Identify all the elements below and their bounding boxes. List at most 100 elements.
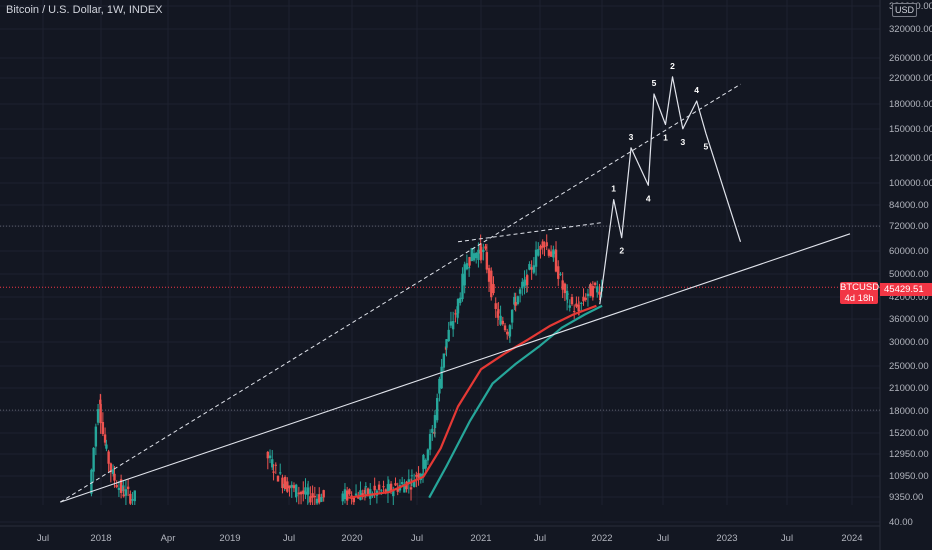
candle-body	[539, 245, 542, 250]
y-tick-label: 180000.00	[889, 99, 932, 110]
candle-body	[377, 484, 381, 490]
candle-body	[543, 245, 546, 247]
candle-body	[465, 263, 469, 270]
candle-body	[435, 398, 439, 421]
candle-body	[570, 297, 574, 305]
candle-body	[266, 451, 270, 459]
candle-body	[526, 275, 529, 286]
y-tick-label: 72000.00	[889, 221, 929, 232]
candle-body	[111, 469, 115, 474]
wave-label: 3	[680, 137, 685, 147]
candle-body	[549, 251, 553, 257]
candle-body	[492, 284, 495, 294]
candle-body	[532, 265, 536, 273]
candle-body	[438, 378, 441, 394]
y-tick-label: 100000.00	[889, 178, 932, 189]
wave-label: 1	[663, 132, 668, 142]
candle-body	[309, 496, 312, 503]
y-tick-label: 40.00	[889, 517, 913, 528]
candle-body	[103, 434, 107, 443]
candle-body	[101, 422, 105, 435]
x-tick-label: Jul	[411, 533, 423, 544]
candle-body	[487, 268, 491, 282]
candle-body	[384, 489, 387, 493]
x-tick-label: 2023	[716, 533, 737, 544]
wave-label: 2	[619, 246, 624, 256]
candle-body	[364, 486, 367, 488]
candle-body	[318, 494, 321, 503]
candle-body	[410, 475, 414, 477]
candle-body	[113, 473, 116, 481]
candle-body	[508, 325, 512, 337]
candle-body	[506, 331, 509, 335]
candle-body	[440, 366, 443, 389]
candle-body	[92, 447, 95, 472]
candle-body	[320, 496, 323, 502]
candle-body	[537, 249, 540, 256]
candle-body	[348, 489, 351, 495]
candle-body	[573, 311, 576, 313]
candle-body	[582, 296, 585, 302]
candle-body	[461, 273, 464, 300]
candle-body	[530, 267, 533, 270]
y-tick-label: 120000.00	[889, 153, 932, 164]
candle-body	[313, 495, 317, 498]
candle-body	[94, 426, 98, 447]
candle-body	[559, 273, 562, 275]
support-trend-line	[60, 233, 851, 503]
candle-body	[566, 293, 569, 295]
candle-body	[290, 484, 293, 488]
upper-channel-line	[60, 83, 741, 503]
x-tick-label: Jul	[657, 533, 669, 544]
y-tick-label: 18000.00	[889, 406, 929, 417]
currency-badge[interactable]: USD	[892, 3, 918, 17]
candle-body	[281, 477, 284, 489]
candle-body	[598, 291, 601, 295]
wave-label: 4	[694, 85, 699, 95]
candle-body	[479, 247, 483, 260]
y-tick-label: 25000.00	[889, 361, 929, 372]
candle-body	[545, 242, 548, 247]
x-tick-label: 2019	[219, 533, 240, 544]
candle-body	[302, 490, 305, 494]
candle-body	[499, 315, 502, 325]
candle-body	[577, 309, 581, 313]
candle-body	[501, 320, 505, 325]
y-tick-label: 21000.00	[889, 383, 929, 394]
candle-body	[514, 302, 517, 306]
candle-body	[403, 483, 406, 493]
resistance-line	[457, 222, 603, 243]
candle-body	[341, 493, 344, 502]
candle-body	[547, 249, 551, 256]
candle-body	[99, 403, 102, 424]
candle-body	[552, 249, 555, 258]
candle-body	[131, 499, 134, 501]
candle-body	[315, 498, 319, 504]
x-tick-label: Apr	[161, 533, 176, 544]
candle-body	[274, 464, 277, 466]
candle-body	[96, 409, 100, 423]
candle-body	[421, 473, 425, 478]
candle-body	[557, 266, 560, 279]
candle-body	[422, 454, 425, 470]
candle-body	[117, 487, 121, 491]
y-tick-label: 30000.00	[889, 337, 929, 348]
x-tick-label: Jul	[37, 533, 49, 544]
chart-title: Bitcoin / U.S. Dollar, 1W, INDEX	[6, 4, 163, 16]
wave-label: 5	[704, 141, 709, 151]
candle-body	[288, 485, 291, 489]
candle-body	[279, 472, 282, 474]
wave-label: 2	[670, 61, 675, 71]
candle-body	[124, 489, 128, 496]
last-price-tag: 45429.51	[880, 283, 932, 296]
candle-body	[456, 299, 460, 314]
y-tick-label: 15200.00	[889, 428, 929, 439]
candle-body	[589, 283, 592, 296]
candle-body	[382, 486, 385, 488]
candle-body	[516, 296, 520, 305]
candle-body	[389, 483, 393, 492]
candle-body	[490, 270, 493, 298]
candle-body	[472, 253, 476, 261]
candle-body	[454, 313, 457, 315]
